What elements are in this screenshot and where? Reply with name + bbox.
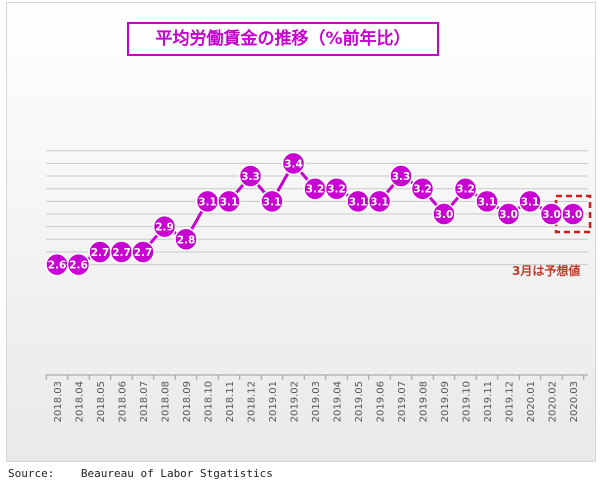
data-label: 2.8 xyxy=(177,234,196,246)
x-tick-label: 2019.03 xyxy=(311,381,322,422)
data-label: 3.1 xyxy=(198,196,217,208)
source-caption: Source: Beaureau of Labor Stgatistics xyxy=(8,467,273,480)
data-label: 2.7 xyxy=(112,247,131,259)
x-tick-label: 2018.06 xyxy=(118,381,129,422)
data-point xyxy=(518,189,542,214)
x-tick-label: 2019.11 xyxy=(483,381,494,422)
x-tick-label: 2020.03 xyxy=(569,381,580,422)
data-point xyxy=(66,252,91,277)
x-tick-label: 2018.09 xyxy=(182,381,193,422)
chart-title: 平均労働賃金の推移（%前年比） xyxy=(127,22,439,56)
data-label: 3.0 xyxy=(542,209,561,221)
x-tick-label: 2019.08 xyxy=(419,381,430,422)
x-tick-label: 2018.08 xyxy=(161,381,172,422)
data-label: 3.2 xyxy=(327,184,346,196)
data-label: 3.1 xyxy=(370,196,389,208)
data-label: 2.6 xyxy=(69,260,88,272)
forecast-annotation: 3月は予想値 xyxy=(512,264,581,278)
data-label: 3.1 xyxy=(263,196,282,208)
data-point xyxy=(260,189,284,214)
x-tick-label: 2019.05 xyxy=(354,381,365,422)
data-point xyxy=(174,227,198,252)
data-label: 3.0 xyxy=(499,209,518,221)
x-tick-label: 2018.12 xyxy=(247,381,258,422)
x-tick-label: 2018.03 xyxy=(53,381,64,422)
data-point xyxy=(389,164,413,188)
data-label: 3.0 xyxy=(564,209,583,221)
data-point xyxy=(432,202,456,226)
data-label: 3.1 xyxy=(521,196,540,208)
x-tick-label: 2019.09 xyxy=(440,381,451,422)
data-label: 3.0 xyxy=(435,209,454,221)
x-tick-label: 2020.02 xyxy=(548,381,559,422)
data-label: 2.9 xyxy=(155,222,174,234)
data-label: 3.2 xyxy=(306,184,325,196)
data-point xyxy=(367,189,392,214)
data-label: 3.1 xyxy=(220,196,239,208)
data-label: 3.3 xyxy=(392,171,411,183)
x-tick-label: 2018.10 xyxy=(204,381,215,422)
data-label: 3.3 xyxy=(241,171,260,183)
data-point xyxy=(281,151,306,176)
data-point xyxy=(131,240,155,264)
x-tick-label: 2018.04 xyxy=(75,381,86,422)
x-tick-label: 2019.06 xyxy=(376,381,387,422)
x-tick-label: 2019.01 xyxy=(268,381,279,422)
data-label: 2.7 xyxy=(134,247,153,259)
data-point xyxy=(453,176,478,201)
data-label: 3.1 xyxy=(478,196,497,208)
data-point xyxy=(496,202,521,226)
x-tick-label: 2019.10 xyxy=(462,381,473,422)
x-tick-label: 2019.07 xyxy=(397,381,408,422)
x-tick-label: 2019.02 xyxy=(290,381,301,422)
data-label: 3.4 xyxy=(284,158,303,170)
data-label: 2.6 xyxy=(48,260,67,272)
x-tick-label: 2020.01 xyxy=(526,381,537,422)
data-point xyxy=(410,176,435,201)
x-tick-label: 2019.04 xyxy=(333,381,344,422)
data-point xyxy=(152,214,177,239)
data-point xyxy=(324,176,349,201)
data-label: 2.7 xyxy=(91,247,110,259)
x-tick-label: 2018.05 xyxy=(96,381,107,422)
plot-area xyxy=(6,2,596,462)
data-label: 3.1 xyxy=(349,196,368,208)
data-point xyxy=(561,202,585,226)
data-point xyxy=(475,189,499,214)
data-label: 3.2 xyxy=(413,184,432,196)
data-point xyxy=(217,189,241,214)
x-tick-label: 2018.11 xyxy=(225,381,236,422)
data-label: 3.2 xyxy=(456,184,475,196)
x-tick-label: 2018.07 xyxy=(139,381,150,422)
x-tick-label: 2019.12 xyxy=(505,381,516,422)
data-point xyxy=(238,164,263,188)
